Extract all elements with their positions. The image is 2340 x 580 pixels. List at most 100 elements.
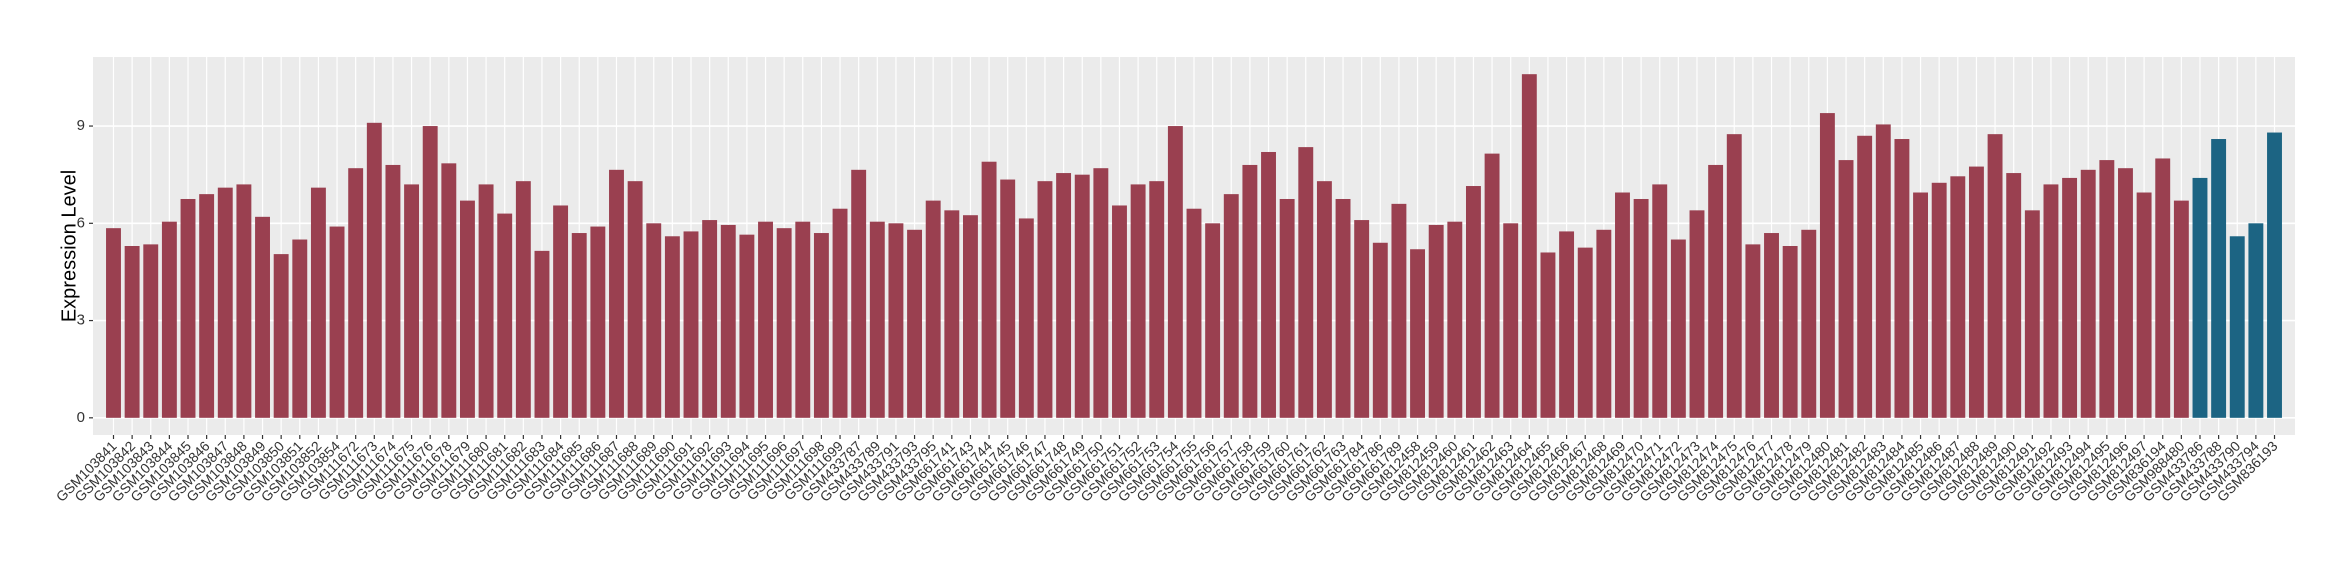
bar: [2080, 169, 2096, 418]
bar: [1540, 252, 1556, 418]
bar: [720, 224, 736, 418]
bar: [515, 181, 531, 418]
bar: [1857, 135, 1873, 418]
bar: [1149, 181, 1165, 418]
bar: [944, 210, 960, 418]
bar: [1112, 205, 1127, 418]
bar: [1913, 192, 1928, 418]
bar: [2192, 177, 2208, 418]
bar: [2099, 160, 2115, 418]
bar: [366, 122, 382, 418]
bar: [180, 198, 196, 418]
bar: [2118, 168, 2133, 418]
bar: [776, 228, 792, 418]
bar: [981, 161, 997, 418]
bar: [255, 216, 270, 418]
bar: [1018, 218, 1034, 418]
bar: [609, 169, 624, 418]
bar: [888, 223, 904, 418]
bar: [1484, 153, 1500, 418]
bar: [2267, 132, 2282, 418]
bar: [590, 226, 606, 418]
bar: [1782, 246, 1798, 418]
bar: [1447, 221, 1463, 418]
bar: [385, 164, 401, 418]
bar: [1074, 174, 1090, 418]
bar: [1465, 186, 1481, 418]
y-tick-label: 0: [77, 409, 85, 426]
bar: [2043, 184, 2059, 418]
bar: [1615, 192, 1630, 418]
bar: [832, 208, 848, 418]
bar: [1559, 231, 1575, 418]
bar: [1689, 210, 1705, 418]
bar: [1875, 124, 1891, 418]
bar: [1652, 184, 1668, 418]
bar: [1167, 126, 1183, 418]
bar: [1819, 113, 1835, 418]
bar: [310, 187, 326, 418]
bar: [813, 233, 829, 418]
bar: [962, 215, 978, 418]
bar: [422, 126, 438, 418]
bar: [1316, 181, 1332, 418]
bar: [851, 169, 867, 418]
bar: [758, 221, 773, 418]
bar: [1261, 151, 1276, 418]
bar: [664, 236, 680, 418]
bar: [646, 223, 662, 418]
bar: [1764, 233, 1779, 418]
bar: [2229, 236, 2245, 418]
bar: [404, 184, 420, 418]
bar: [1000, 179, 1016, 418]
y-tick-label: 3: [77, 312, 85, 329]
bar: [534, 250, 550, 418]
bar: [2155, 158, 2171, 418]
bar: [124, 246, 140, 418]
bar: [1335, 198, 1351, 418]
bar: [1838, 160, 1854, 418]
bar: [497, 213, 513, 418]
bar: [143, 244, 159, 418]
bar: [2211, 139, 2227, 418]
bar: [1596, 229, 1612, 418]
bar: [1987, 134, 2003, 418]
bar: [329, 226, 345, 418]
bar: [1410, 249, 1426, 418]
bar: [1354, 220, 1370, 418]
bar: [1521, 74, 1537, 418]
bar: [2024, 210, 2040, 418]
bar: [1894, 139, 1910, 418]
bar: [1428, 224, 1444, 418]
bar: [553, 205, 569, 418]
bar: [2006, 173, 2022, 418]
bar: [1056, 173, 1072, 418]
bar: [571, 233, 587, 418]
bar: [1633, 198, 1649, 418]
bar: [739, 234, 755, 418]
bar: [1223, 194, 1239, 418]
bar: [460, 200, 475, 418]
bar: [1801, 229, 1817, 418]
bar: [1931, 182, 1947, 418]
bar: [869, 221, 885, 418]
bar: [702, 220, 718, 418]
bar: [1205, 223, 1221, 418]
bar: [2136, 192, 2152, 418]
bar: [441, 163, 457, 418]
bar: [1279, 198, 1295, 418]
bar: [1298, 147, 1314, 418]
bar: [683, 231, 699, 418]
y-axis-title: Expression Level: [58, 170, 80, 322]
bar: [1242, 164, 1258, 418]
bar: [1391, 203, 1407, 418]
bar: [1950, 176, 1966, 418]
bar: [1503, 223, 1519, 418]
bar: [273, 254, 289, 418]
bar: [1708, 164, 1724, 418]
bar: [199, 194, 215, 418]
bar: [236, 184, 252, 418]
bar: [478, 184, 494, 418]
bar: [907, 229, 923, 418]
bar: [2173, 200, 2189, 418]
